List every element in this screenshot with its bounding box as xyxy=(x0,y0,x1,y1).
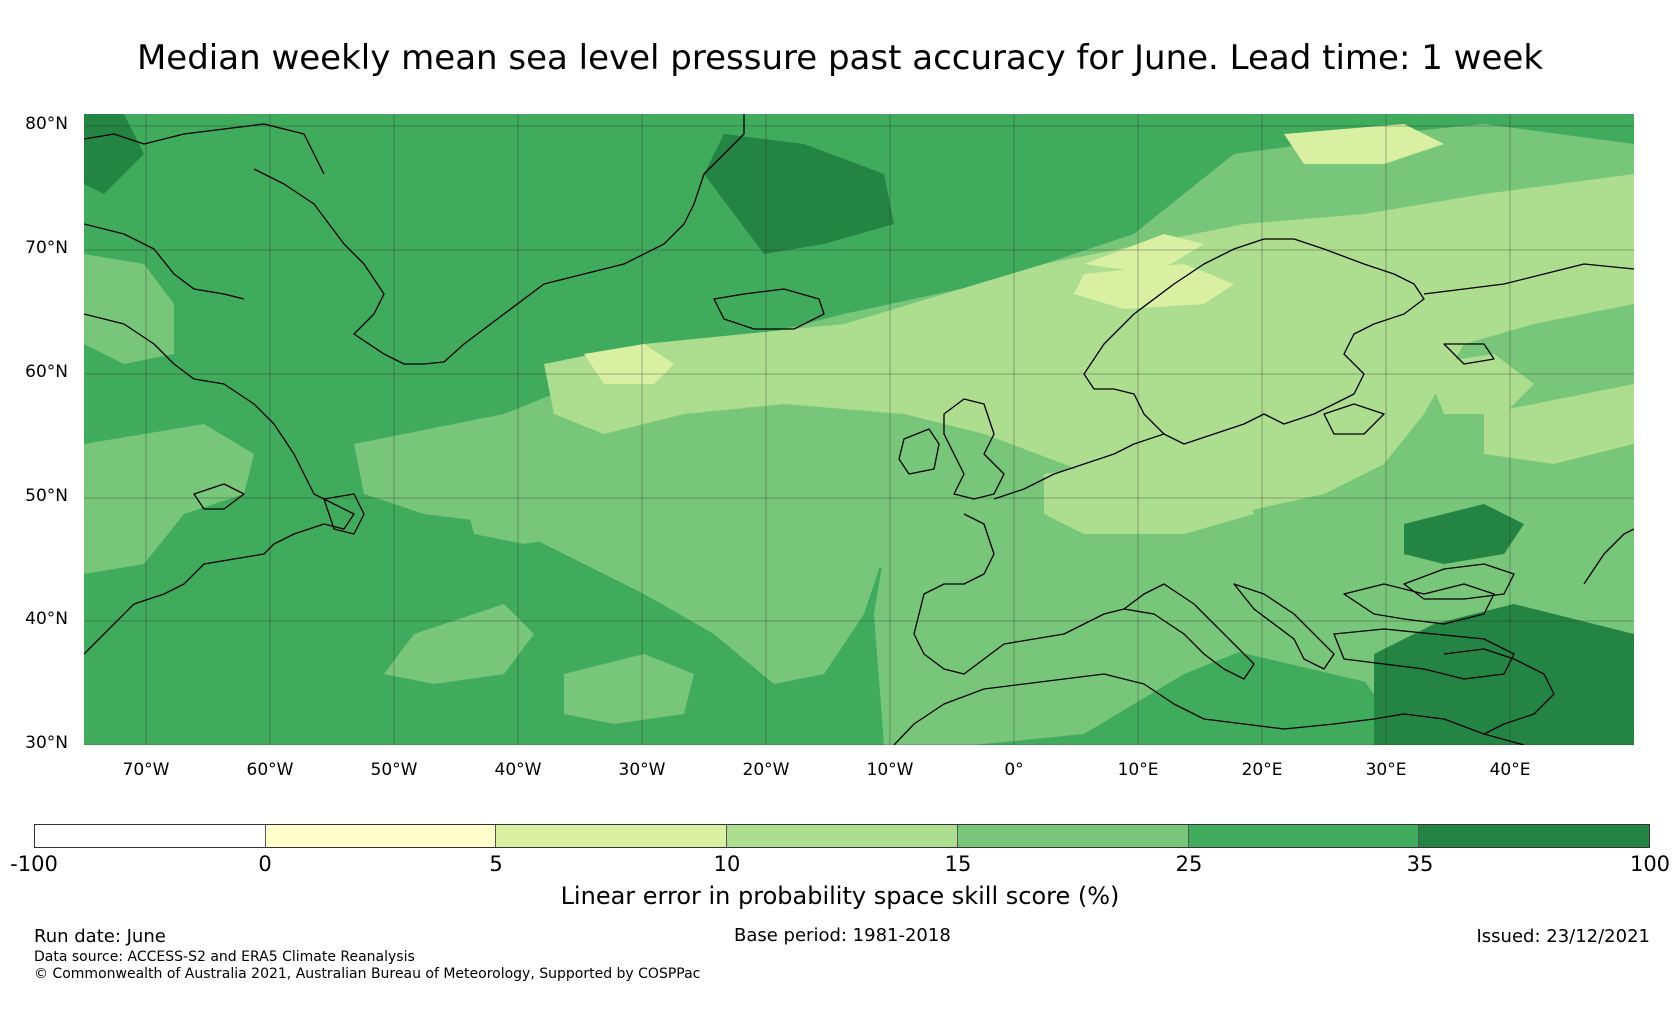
lat-label-60n: 60°N xyxy=(25,362,68,382)
coastline-italy xyxy=(1123,583,1255,680)
data-source: Data source: ACCESS-S2 and ERA5 Climate … xyxy=(34,949,415,965)
lon-label-10w: 10°W xyxy=(866,760,914,780)
copyright: © Commonwealth of Australia 2021, Austra… xyxy=(34,966,701,982)
gridlines xyxy=(84,114,1634,745)
lon-label-0: 0° xyxy=(1004,760,1024,780)
skill-score-map xyxy=(84,114,1634,745)
coastline-british-isles xyxy=(943,398,1005,500)
colorbar-tick-15: 15 xyxy=(944,852,972,876)
coastline-iceland xyxy=(713,288,825,330)
field-10-15 xyxy=(544,174,1634,534)
colorbar-tick-5: 5 xyxy=(489,852,503,876)
issued-date: Issued: 23/12/2021 xyxy=(1476,926,1650,947)
lat-label-50n: 50°N xyxy=(25,486,68,506)
lon-label-70w: 70°W xyxy=(122,760,170,780)
skill-score-field xyxy=(84,114,1634,745)
colorbar-segment-1 xyxy=(265,825,497,847)
lon-label-20e: 20°E xyxy=(1241,760,1283,780)
colorbar-segment-6 xyxy=(1419,825,1650,847)
lon-label-50w: 50°W xyxy=(370,760,418,780)
colorbar-tick-0: 0 xyxy=(258,852,272,876)
base-period: Base period: 1981-2018 xyxy=(734,925,951,946)
coastline-greenland xyxy=(253,114,745,365)
colorbar-segment-0 xyxy=(35,825,266,847)
coastline-canada xyxy=(84,223,245,300)
coastlines xyxy=(84,114,1634,745)
coastline-black-sea xyxy=(1403,563,1515,600)
run-date: Run date: June xyxy=(34,926,166,947)
colorbar-label: Linear error in probability space skill … xyxy=(560,882,1120,910)
field-5-10 xyxy=(584,124,1444,384)
coastline-western-europe xyxy=(993,433,1165,500)
colorbar-segment-5 xyxy=(1188,825,1420,847)
colorbar-tick-25: 25 xyxy=(1175,852,1203,876)
lon-label-30e: 30°E xyxy=(1365,760,1407,780)
lat-label-40n: 40°N xyxy=(25,609,68,629)
colorbar-tick-35: 35 xyxy=(1406,852,1434,876)
colorbar-tick-10: 10 xyxy=(713,852,741,876)
lon-label-40e: 40°E xyxy=(1489,760,1531,780)
colorbar-segment-4 xyxy=(957,825,1189,847)
lon-label-20w: 20°W xyxy=(742,760,790,780)
colorbar-segment-2 xyxy=(496,825,728,847)
lat-label-30n: 30°N xyxy=(25,733,68,753)
colorbar-segment-3 xyxy=(727,825,958,847)
colorbar-tick-neg100: -100 xyxy=(10,852,58,876)
lon-label-10e: 10°E xyxy=(1117,760,1159,780)
lon-label-40w: 40°W xyxy=(494,760,542,780)
colorbar-tick-100: 100 xyxy=(1629,852,1671,876)
lat-label-80n: 80°N xyxy=(25,114,68,134)
map-title: Median weekly mean sea level pressure pa… xyxy=(136,38,1544,78)
lat-label-70n: 70°N xyxy=(25,238,68,258)
lon-label-30w: 30°W xyxy=(618,760,666,780)
coastline-north-africa xyxy=(893,673,1525,745)
lon-label-60w: 60°W xyxy=(246,760,294,780)
colorbar xyxy=(34,824,1650,848)
